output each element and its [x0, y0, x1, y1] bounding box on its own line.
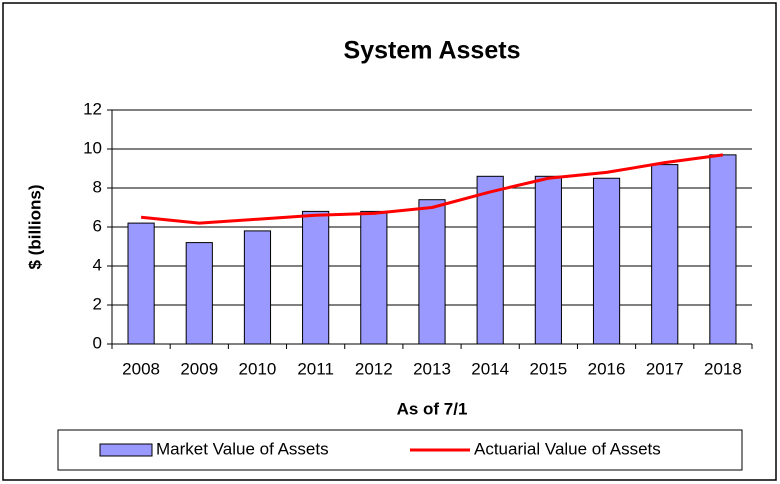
y-tick-label: 2: [93, 294, 102, 313]
legend-swatch: [99, 443, 153, 457]
x-tick-label: 2013: [413, 359, 451, 378]
y-axis-title: $ (billions): [25, 185, 44, 270]
bar: [185, 242, 213, 345]
bar: [127, 222, 155, 345]
x-tick-label: 2015: [529, 359, 567, 378]
line: [140, 153, 724, 225]
x-tick-label: 2016: [588, 359, 626, 378]
x-tick-label: 2018: [704, 359, 742, 378]
x-tick-label: 2009: [180, 359, 218, 378]
bar: [592, 177, 621, 345]
chart-title: System Assets: [344, 37, 521, 65]
bar: [651, 164, 679, 345]
bar: [418, 199, 446, 345]
bar: [360, 210, 388, 345]
y-tick-label: 6: [93, 216, 102, 235]
bar: [302, 210, 330, 345]
bar: [476, 175, 504, 345]
x-tick-label: 2014: [471, 359, 509, 378]
y-tick-label: 12: [83, 99, 102, 118]
legend-label: Actuarial Value of Assets: [474, 439, 661, 458]
bar: [709, 154, 737, 345]
legend-box: [57, 429, 743, 471]
y-tick-label: 10: [83, 138, 102, 157]
x-tick-label: 2011: [297, 359, 334, 378]
x-tick-label: 2008: [122, 359, 160, 378]
bar: [534, 175, 562, 345]
y-tick-label: 0: [93, 333, 102, 352]
x-tick-label: 2010: [239, 359, 277, 378]
y-tick-label: 8: [93, 177, 102, 196]
y-tick-label: 4: [93, 255, 102, 274]
x-axis-title: As of 7/1: [397, 399, 468, 418]
x-tick-label: 2017: [646, 359, 684, 378]
x-tick-label: 2012: [355, 359, 393, 378]
bar: [243, 230, 272, 345]
legend-label: Market Value of Assets: [156, 439, 329, 458]
